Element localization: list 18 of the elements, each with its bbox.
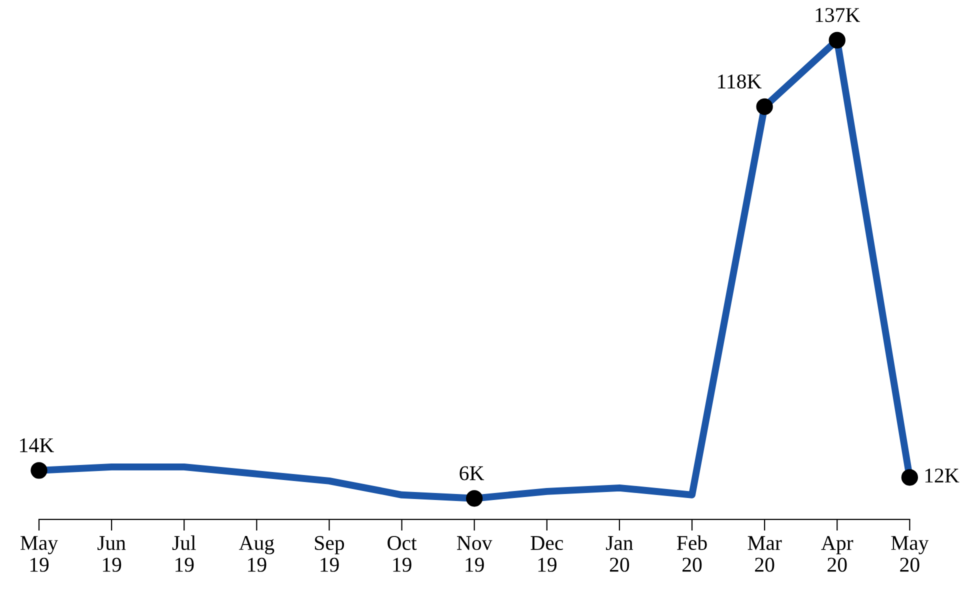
x-tick-label: Dec 19: [530, 536, 564, 572]
data-label: 6K: [460, 466, 484, 480]
x-tick-label: Feb 20: [676, 535, 707, 572]
x-tick-label: Apr 20: [821, 536, 854, 572]
x-tick-label: Oct 19: [388, 536, 417, 572]
x-tick-label: Aug 19: [238, 536, 274, 572]
x-tick-label: Sep 19: [314, 536, 344, 572]
data-label: 14K: [20, 438, 54, 452]
x-tick-label: Jul 19: [172, 535, 196, 572]
x-tick-label: Jun 19: [98, 536, 126, 572]
x-tick-label: May 19: [20, 536, 58, 572]
x-tick-label: Jan 20: [606, 536, 634, 572]
data-label: 12K: [925, 468, 960, 482]
x-tick-label: Mar 20: [748, 536, 782, 572]
x-tick-label: May 20: [891, 536, 929, 572]
data-label: 118K: [718, 74, 762, 89]
data-label: 137K: [816, 8, 860, 22]
x-tick-label: Nov 19: [456, 536, 492, 572]
